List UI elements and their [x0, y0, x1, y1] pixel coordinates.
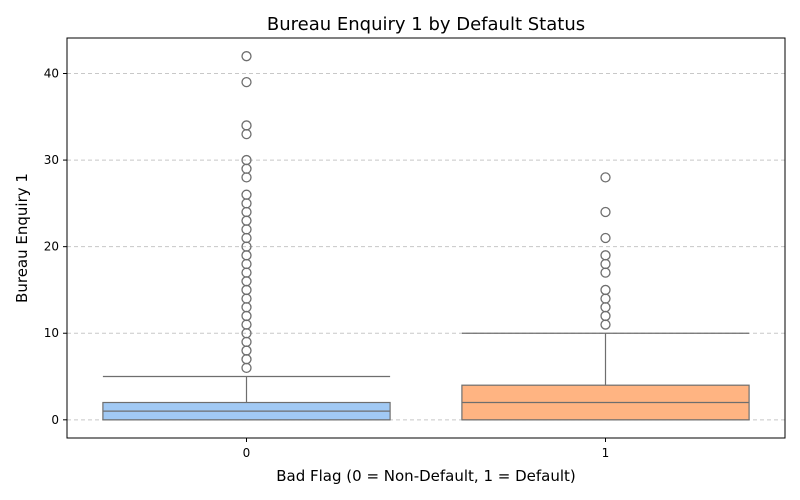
- outlier-point: [241, 250, 252, 261]
- y-tick-label: 20: [44, 240, 59, 254]
- outlier-point: [241, 354, 252, 365]
- outlier-point: [600, 293, 611, 304]
- outlier-point: [241, 293, 252, 304]
- outlier-point: [241, 198, 252, 209]
- outlier-point: [241, 206, 252, 218]
- outlier-point: [241, 232, 252, 244]
- outlier-point: [600, 206, 611, 218]
- outlier-point: [241, 267, 252, 278]
- x-tick-label: 0: [243, 446, 251, 460]
- box-group-1: [461, 172, 750, 421]
- outlier-point: [241, 172, 252, 183]
- outlier-point: [600, 267, 611, 278]
- boxes-layer: [102, 51, 750, 421]
- outlier-point: [241, 189, 252, 200]
- outlier-point: [241, 276, 252, 287]
- y-tick-label: 40: [44, 66, 59, 80]
- x-axis-label: Bad Flag (0 = Non-Default, 1 = Default): [276, 467, 576, 485]
- y-tick-label: 0: [51, 413, 59, 427]
- outlier-point: [600, 302, 611, 313]
- y-tick-label: 30: [44, 153, 59, 167]
- box-group-0: [102, 51, 391, 421]
- outlier-point: [241, 163, 252, 174]
- outlier-point: [600, 310, 611, 322]
- outlier-point: [600, 258, 611, 270]
- outlier-point: [241, 224, 252, 235]
- outlier-point: [241, 51, 252, 62]
- outlier-point: [600, 319, 611, 330]
- outlier-point: [600, 232, 611, 244]
- outlier-point: [600, 284, 611, 296]
- outlier-point: [241, 302, 252, 313]
- x-tick-label: 1: [602, 446, 610, 460]
- outlier-point: [241, 258, 252, 270]
- outlier-point: [241, 345, 252, 356]
- y-axis-label: Bureau Enquiry 1: [13, 173, 31, 303]
- plot-frame: [66, 37, 786, 439]
- y-tick-label: 10: [44, 326, 59, 340]
- outlier-point: [241, 336, 252, 348]
- outlier-point: [241, 319, 252, 330]
- outlier-point: [241, 128, 252, 140]
- outlier-point: [600, 172, 611, 183]
- outlier-point: [241, 120, 252, 131]
- outlier-point: [241, 77, 252, 88]
- outlier-point: [241, 310, 252, 322]
- outlier-point: [241, 215, 252, 226]
- outlier-point: [241, 154, 252, 166]
- outlier-point: [600, 250, 611, 261]
- gridlines: [67, 72, 785, 421]
- outlier-point: [241, 284, 252, 296]
- outlier-point: [241, 362, 252, 374]
- chart-title: Bureau Enquiry 1 by Default Status: [267, 14, 585, 35]
- y-axis-ticks: 0 10 20 30 40: [44, 66, 67, 427]
